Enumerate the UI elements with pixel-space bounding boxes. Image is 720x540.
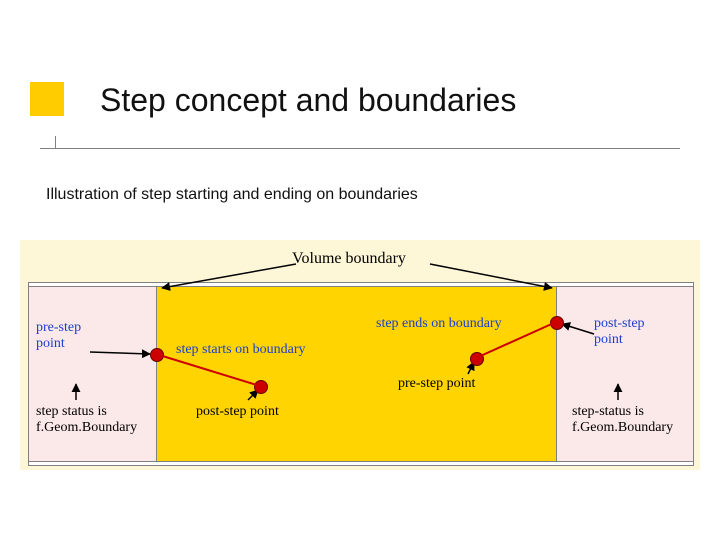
page-title: Step concept and boundaries xyxy=(100,82,516,119)
pre-step-point-mid: pre-step point xyxy=(398,376,475,392)
step-status-right: step-status is f.Geom.Boundary xyxy=(572,404,673,436)
step-starts: step starts on boundary xyxy=(176,342,305,358)
pre-step-point-left: pre-step point xyxy=(36,320,81,352)
title-rule xyxy=(40,148,680,149)
post-step-point-mid: post-step point xyxy=(196,404,279,420)
step-status-left: step status is f.Geom.Boundary xyxy=(36,404,137,436)
step-ends: step ends on boundary xyxy=(376,316,502,332)
region-mid xyxy=(156,286,558,462)
subtitle: Illustration of step starting and ending… xyxy=(46,186,418,204)
pt-mid-post xyxy=(254,380,268,394)
post-step-point-right: post-step point xyxy=(594,316,645,348)
title-tick xyxy=(55,136,56,148)
title-bullet xyxy=(30,82,64,116)
volume-boundary: Volume boundary xyxy=(292,250,406,268)
